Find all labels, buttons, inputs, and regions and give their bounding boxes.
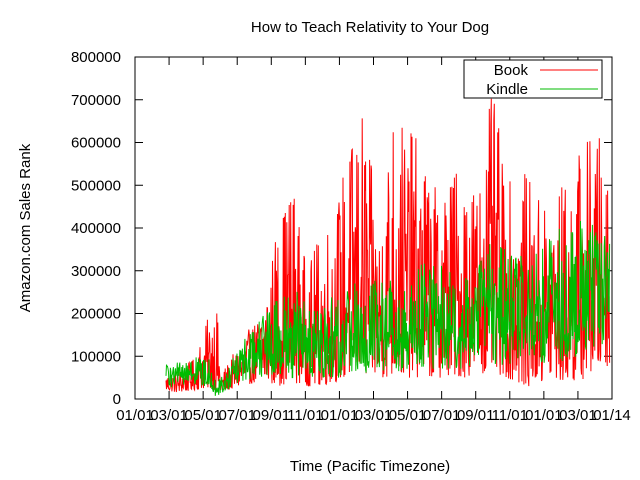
x-tick-label: 09/01 [253, 407, 291, 424]
y-tick-label: 500000 [71, 177, 121, 194]
legend-box [463, 59, 603, 99]
y-tick-label: 800000 [71, 49, 121, 66]
x-tick-label: 01/14 [593, 407, 631, 424]
y-tick-label: 600000 [71, 135, 121, 152]
x-tick-label: 01/01 [321, 407, 359, 424]
x-tick-label: 03/01 [150, 407, 188, 424]
y-tick-label: 0 [113, 391, 121, 408]
y-tick-label: 400000 [71, 220, 121, 237]
x-tick-label: 09/01 [457, 407, 495, 424]
legend-label-book: Book [494, 62, 529, 79]
x-axis-label: Time (Pacific Timezone) [290, 458, 450, 475]
x-tick-label: 11/01 [492, 407, 528, 424]
y-tick-label: 100000 [71, 348, 121, 365]
series-layer [165, 98, 611, 396]
x-tick-label: 01/01 [116, 407, 154, 424]
chart-title: How to Teach Relativity to Your Dog [251, 19, 489, 36]
x-tick-label: 11/01 [287, 407, 323, 424]
x-tick-label: 05/01 [184, 407, 222, 424]
x-tick-label: 03/01 [559, 407, 597, 424]
x-tick-label: 07/01 [423, 407, 461, 424]
x-axis: 01/0103/0105/0107/0109/0111/0101/0103/01… [116, 57, 631, 424]
series-line-kindle [165, 220, 611, 396]
x-tick-label: 01/01 [525, 407, 563, 424]
x-tick-label: 05/01 [389, 407, 427, 424]
y-axis: 0 100000 200000 300000 400000 500000 600000 700… [71, 49, 612, 408]
y-tick-label: 200000 [71, 306, 121, 323]
y-tick-label: 300000 [71, 263, 121, 280]
x-tick-label: 07/01 [218, 407, 256, 424]
x-tick-label: 03/01 [355, 407, 393, 424]
y-tick-label: 700000 [71, 92, 121, 109]
legend-label-kindle: Kindle [486, 81, 528, 98]
y-axis-label: Amazon.com Sales Rank [17, 143, 34, 312]
legend: Book Kindle [463, 59, 603, 99]
